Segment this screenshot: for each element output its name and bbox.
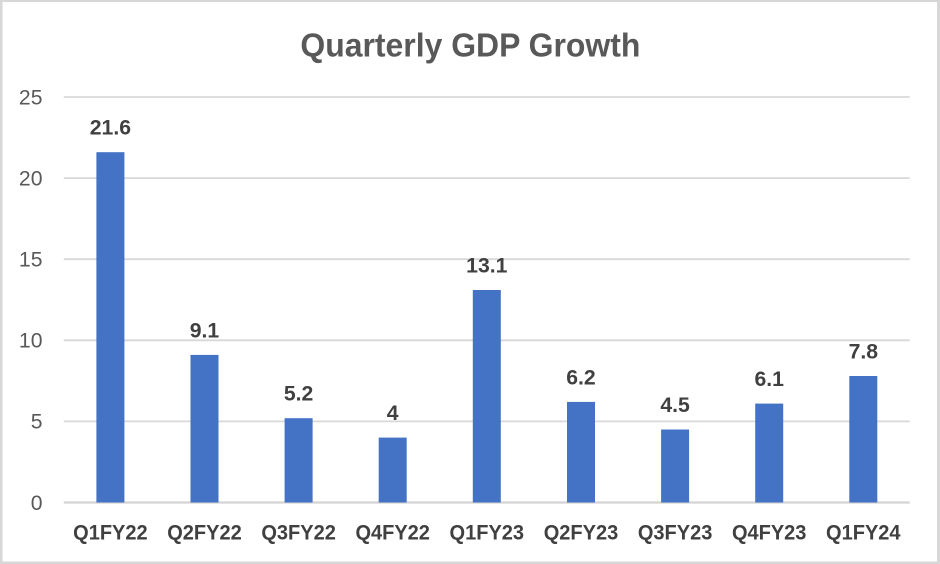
svg-text:7.8: 7.8 xyxy=(849,340,879,363)
svg-text:13.1: 13.1 xyxy=(466,254,507,277)
svg-text:15: 15 xyxy=(19,249,43,272)
svg-text:Quarterly GDP Growth: Quarterly GDP Growth xyxy=(300,27,640,64)
svg-text:0: 0 xyxy=(31,492,43,515)
svg-text:9.1: 9.1 xyxy=(190,319,220,342)
svg-text:Q1FY24: Q1FY24 xyxy=(826,522,901,545)
svg-text:Q3FY22: Q3FY22 xyxy=(261,522,336,545)
svg-text:4: 4 xyxy=(387,402,399,425)
svg-text:6.1: 6.1 xyxy=(754,368,784,391)
svg-text:Q3FY23: Q3FY23 xyxy=(638,522,713,545)
svg-text:Q1FY23: Q1FY23 xyxy=(450,522,525,545)
svg-text:Q2FY22: Q2FY22 xyxy=(167,522,242,545)
svg-text:4.5: 4.5 xyxy=(660,394,690,417)
svg-text:21.6: 21.6 xyxy=(90,117,131,140)
svg-text:20: 20 xyxy=(19,167,43,190)
svg-text:Q1FY22: Q1FY22 xyxy=(73,522,148,545)
svg-text:5: 5 xyxy=(31,411,43,434)
svg-text:10: 10 xyxy=(19,330,43,353)
svg-text:Q4FY22: Q4FY22 xyxy=(355,522,430,545)
svg-text:5.2: 5.2 xyxy=(284,383,313,406)
svg-text:6.2: 6.2 xyxy=(566,366,595,389)
svg-text:25: 25 xyxy=(19,86,43,109)
svg-text:Q2FY23: Q2FY23 xyxy=(544,522,619,545)
svg-text:Q4FY23: Q4FY23 xyxy=(732,522,807,545)
